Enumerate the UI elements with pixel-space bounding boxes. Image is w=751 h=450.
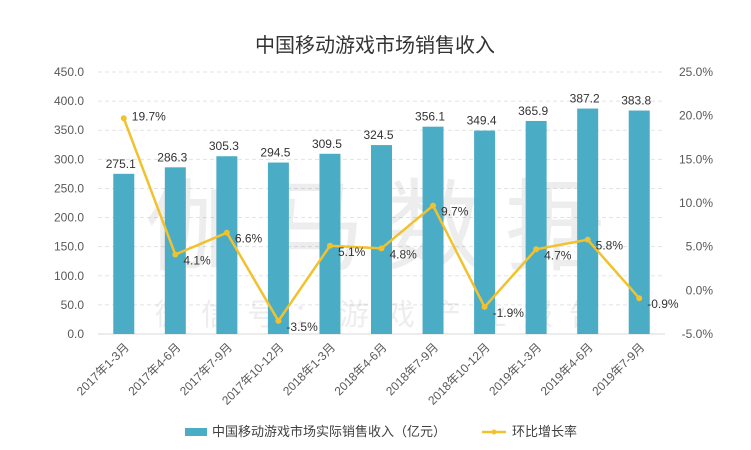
line-label: -3.5% <box>286 320 318 334</box>
x-tick-label: 2018年1-3月 <box>280 340 338 398</box>
bar <box>113 173 135 334</box>
left-tick-label: 400.0 <box>54 94 84 108</box>
bar <box>371 145 392 334</box>
legend: 中国移动游戏市场实际销售收入（亿元） 环比增长率 <box>185 424 577 439</box>
right-tick-label: 15.0% <box>679 152 713 166</box>
x-tick-label: 2018年4-6月 <box>332 340 390 398</box>
bar <box>422 126 444 334</box>
line-label: 5.1% <box>338 245 366 259</box>
left-tick-label: 250.0 <box>54 181 84 195</box>
chart-title: 中国移动游戏市场销售收入 <box>255 34 495 57</box>
left-tick-label: 100.0 <box>54 269 84 283</box>
left-tick-label: 50.0 <box>61 298 85 312</box>
line-label: 4.8% <box>390 247 418 261</box>
bar-label: 349.4 <box>467 114 497 128</box>
line-point <box>636 295 643 302</box>
left-tick-label: 350.0 <box>54 123 84 137</box>
bar-label: 356.1 <box>415 110 445 124</box>
bar-label: 286.3 <box>157 150 187 164</box>
right-tick-label: 0.0% <box>686 283 714 297</box>
right-tick-label: 10.0% <box>679 196 713 210</box>
right-tick-label: 5.0% <box>686 240 714 254</box>
left-tick-label: 150.0 <box>54 240 84 254</box>
bar-label: 309.5 <box>312 137 342 151</box>
left-tick-label: 0.0 <box>67 327 84 341</box>
bar <box>525 120 547 334</box>
line-label: -0.9% <box>647 297 679 311</box>
x-tick-label: 2019年7-9月 <box>589 340 647 398</box>
line-label: 19.7% <box>132 109 166 123</box>
line-point <box>378 245 385 252</box>
bar-label: 387.2 <box>570 92 600 106</box>
line-point <box>172 251 179 258</box>
x-tick-label: 2019年4-6月 <box>538 340 596 398</box>
legend-bar-swatch <box>185 428 207 436</box>
bar <box>628 110 650 334</box>
line-point <box>481 303 488 310</box>
legend-bar-label: 中国移动游戏市场实际销售收入（亿元） <box>212 424 446 439</box>
line-point <box>584 236 591 243</box>
line-label: 4.7% <box>544 248 572 262</box>
line-point <box>120 115 127 122</box>
line-label: 4.1% <box>183 254 211 268</box>
line-point <box>223 229 230 236</box>
bar <box>216 156 238 334</box>
x-tick-label: 2017年1-3月 <box>74 340 132 398</box>
legend-line-label: 环比增长率 <box>512 424 577 439</box>
bar-label: 383.8 <box>621 94 651 108</box>
right-tick-label: 20.0% <box>679 109 713 123</box>
bar-label: 365.9 <box>518 104 548 118</box>
bar-label: 294.5 <box>260 146 290 160</box>
x-tick-label: 2017年4-6月 <box>125 340 183 398</box>
line-point <box>275 317 282 324</box>
bar-label: 305.3 <box>209 139 239 153</box>
line-point <box>430 202 437 209</box>
line-label: 6.6% <box>235 232 263 246</box>
bar <box>267 162 289 334</box>
legend-line-marker <box>491 429 497 435</box>
left-tick-label: 450.0 <box>54 65 84 79</box>
line-point <box>533 246 540 253</box>
line-point <box>326 242 333 249</box>
bar <box>164 167 186 334</box>
bar <box>577 108 599 334</box>
line-label: -1.9% <box>493 306 525 320</box>
bar-label: 275.1 <box>106 157 136 171</box>
bar <box>474 130 496 334</box>
left-tick-label: 300.0 <box>54 152 84 166</box>
right-tick-label: 25.0% <box>679 65 713 79</box>
line-label: 5.8% <box>596 239 624 253</box>
bar-label: 324.5 <box>363 128 393 142</box>
right-tick-label: -5.0% <box>682 327 714 341</box>
x-tick-label: 2019年1-3月 <box>486 340 544 398</box>
line-label: 9.7% <box>441 205 469 219</box>
left-tick-label: 200.0 <box>54 211 84 225</box>
